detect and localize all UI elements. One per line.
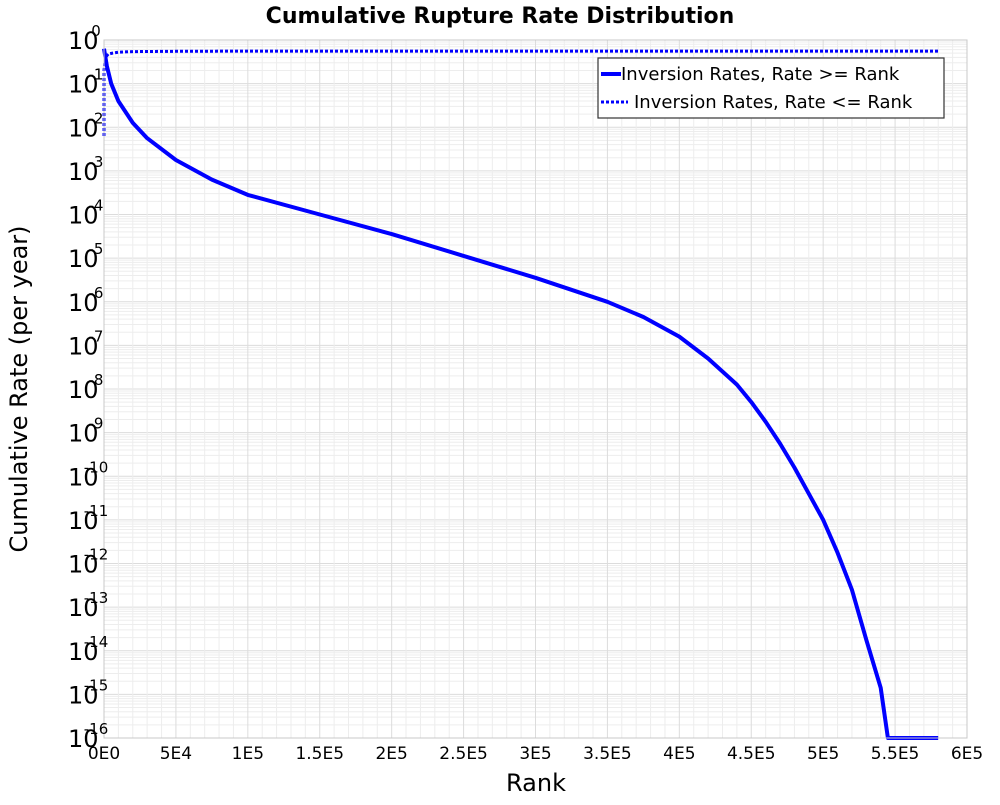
y-tick-base: 10 (68, 507, 99, 535)
y-tick-exponent: -6 (89, 284, 104, 302)
series-lines (102, 48, 939, 740)
y-tick-base: 10 (68, 681, 99, 709)
x-tick-label: 5E5 (807, 744, 839, 764)
y-tick-base: 10 (68, 71, 99, 99)
y-tick-base: 10 (68, 332, 99, 360)
y-tick-exponent: -4 (89, 197, 104, 215)
y-tick-labels: 10010-110-210-310-410-510-610-710-810-91… (68, 22, 108, 753)
y-tick-exponent: -16 (84, 720, 109, 738)
y-tick-exponent: -13 (84, 589, 109, 607)
y-tick-exponent: -15 (84, 676, 109, 694)
x-axis-label: Rank (506, 769, 566, 797)
grid-lines (103, 39, 968, 739)
x-tick-label: 6E5 (951, 744, 983, 764)
chart-title: Cumulative Rupture Rate Distribution (266, 4, 735, 29)
y-tick-base: 10 (68, 638, 99, 666)
y-tick-base: 10 (68, 114, 99, 142)
y-tick-base: 10 (68, 463, 99, 491)
y-tick-exponent: -1 (89, 66, 104, 84)
plot-frame (103, 39, 968, 739)
y-tick-exponent: -7 (89, 327, 104, 345)
y-tick-base: 10 (68, 376, 99, 404)
x-tick-label: 5E4 (160, 744, 192, 764)
y-tick-base: 10 (68, 551, 99, 579)
y-tick-exponent: -11 (84, 502, 109, 520)
y-tick-exponent: 0 (91, 22, 101, 40)
y-tick-exponent: -9 (89, 415, 104, 433)
y-tick-exponent: -8 (89, 371, 104, 389)
y-tick-base: 10 (68, 202, 99, 230)
legend-entry-rate-ge-rank: Inversion Rates, Rate >= Rank (621, 64, 900, 85)
y-tick-base: 10 (68, 594, 99, 622)
x-tick-label: 3.5E5 (583, 744, 632, 764)
x-tick-label: 2.5E5 (439, 744, 488, 764)
x-tick-label: 3E5 (519, 744, 551, 764)
x-tick-label: 1E5 (232, 744, 264, 764)
y-tick-base: 10 (68, 27, 99, 55)
series-line-rate-ge-rank (102, 48, 939, 740)
y-tick-base: 10 (68, 289, 99, 317)
y-tick-base: 10 (68, 245, 99, 273)
x-tick-label: 0E0 (88, 744, 120, 764)
legend: Inversion Rates, Rate >= Rank Inversion … (597, 57, 945, 119)
y-axis-label: Cumulative Rate (per year) (5, 225, 33, 552)
x-tick-label: 2E5 (375, 744, 407, 764)
x-tick-labels: 0E0 5E4 1E5 1.5E5 2E5 2.5E5 3E5 3.5E5 4E5 4.5E5 5E… (88, 744, 983, 764)
y-tick-exponent: -3 (89, 153, 104, 171)
y-tick-base: 10 (68, 158, 99, 186)
y-tick-exponent: -12 (84, 546, 109, 564)
y-tick-exponent: -5 (89, 240, 104, 258)
x-tick-label: 4E5 (663, 744, 695, 764)
y-tick-base: 10 (68, 725, 99, 753)
x-tick-label: 1.5E5 (295, 744, 344, 764)
y-tick-exponent: -10 (84, 458, 109, 476)
y-tick-exponent: -2 (89, 109, 104, 127)
x-tick-label: 4.5E5 (727, 744, 776, 764)
x-tick-label: 5.5E5 (871, 744, 920, 764)
y-tick-base: 10 (68, 420, 99, 448)
y-tick-exponent: -14 (84, 633, 109, 651)
legend-entry-rate-le-rank: Inversion Rates, Rate <= Rank (634, 92, 913, 113)
legend-box (597, 57, 945, 119)
